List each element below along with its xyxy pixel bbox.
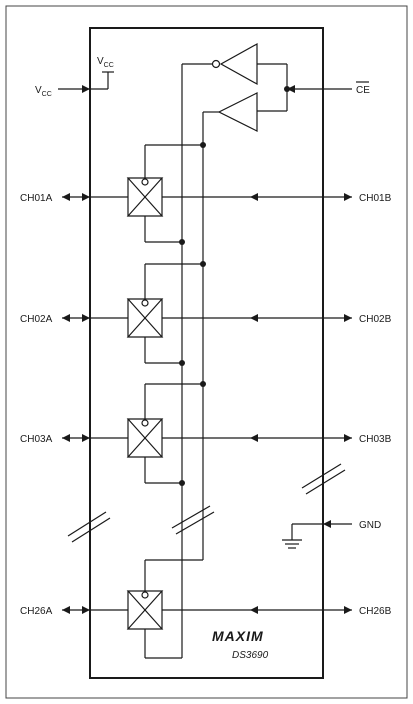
channel-26-switch-lower [126,609,164,630]
channel-1-switch-bubble [141,178,149,186]
channel-1-control-top-dot [200,142,206,148]
channel-2-left-arrow-in [82,314,90,322]
figure-frame [5,5,408,699]
channel-2-control-bottom-dot [179,360,185,366]
vcc-input-arrow [82,85,90,93]
gnd-input-arrow [323,520,331,528]
maxim-logo: MAXIM [212,628,264,644]
ce-input-arrow [287,85,295,93]
right-break-mark-1 [301,463,342,489]
channel-1: CH01A CH01B [20,142,392,245]
channel-1-left-label: CH01A [20,193,53,204]
channel-26-right-arrow-in [250,606,258,614]
channel-1-right-arrow-in [250,193,258,201]
channel-2: CH02A CH02B [20,261,392,366]
channel-1-right-arrow-out [344,193,352,201]
gnd-label: GND [359,520,381,531]
inverter-gate [219,42,258,86]
channel-26: CH26A CH26B [20,559,392,659]
bus-break-mark-1 [171,505,211,529]
channel-26-left-label: CH26A [20,606,53,617]
left-break-mark-1 [67,511,107,537]
channel-3-left-label: CH03A [20,434,53,445]
right-break-mark-2 [305,469,346,495]
channel-2-right-arrow-out [344,314,352,322]
channel-26-right-label: CH26B [359,606,392,617]
left-break-mark-2 [71,517,111,543]
buffer-gate [217,92,258,132]
channel-2-left-arrow-out [62,314,70,322]
channel-2-control-top-dot [200,261,206,267]
channel-3-left-arrow-in [82,434,90,442]
channel-26-left-arrow-in [82,606,90,614]
channel-3-right-arrow-in [250,434,258,442]
inverter-bubble [211,59,221,69]
part-number-label: DS3690 [232,650,269,661]
vcc-external-label: VCC [35,85,52,98]
channel-1-control-bottom-dot [179,239,185,245]
channel-1-switch-lower [126,196,164,217]
channel-2-right-arrow-in [250,314,258,322]
chip-body [89,27,324,679]
channel-1-left-arrow-out [62,193,70,201]
channel-3-right-label: CH03B [359,434,392,445]
channel-3: CH03A CH03B [20,381,392,486]
channel-3-control-bottom-dot [179,480,185,486]
channel-26-left-arrow-out [62,606,70,614]
channel-2-switch-bubble [141,299,149,307]
channel-1-right-label: CH01B [359,193,392,204]
channel-3-control-top-dot [200,381,206,387]
channel-3-right-arrow-out [344,434,352,442]
channel-3-left-arrow-out [62,434,70,442]
vcc-internal-label: VCC [97,56,114,69]
channel-2-switch-lower [126,317,164,338]
channel-3-switch-lower [126,437,164,458]
channel-3-switch-bubble [141,419,149,427]
channel-2-right-label: CH02B [359,314,392,325]
ce-label: CE [356,85,370,96]
channel-26-switch-bubble [141,591,149,599]
bus-break-mark-2 [175,511,215,535]
channel-1-left-arrow-in [82,193,90,201]
channel-2-left-label: CH02A [20,314,53,325]
channel-26-right-arrow-out [344,606,352,614]
